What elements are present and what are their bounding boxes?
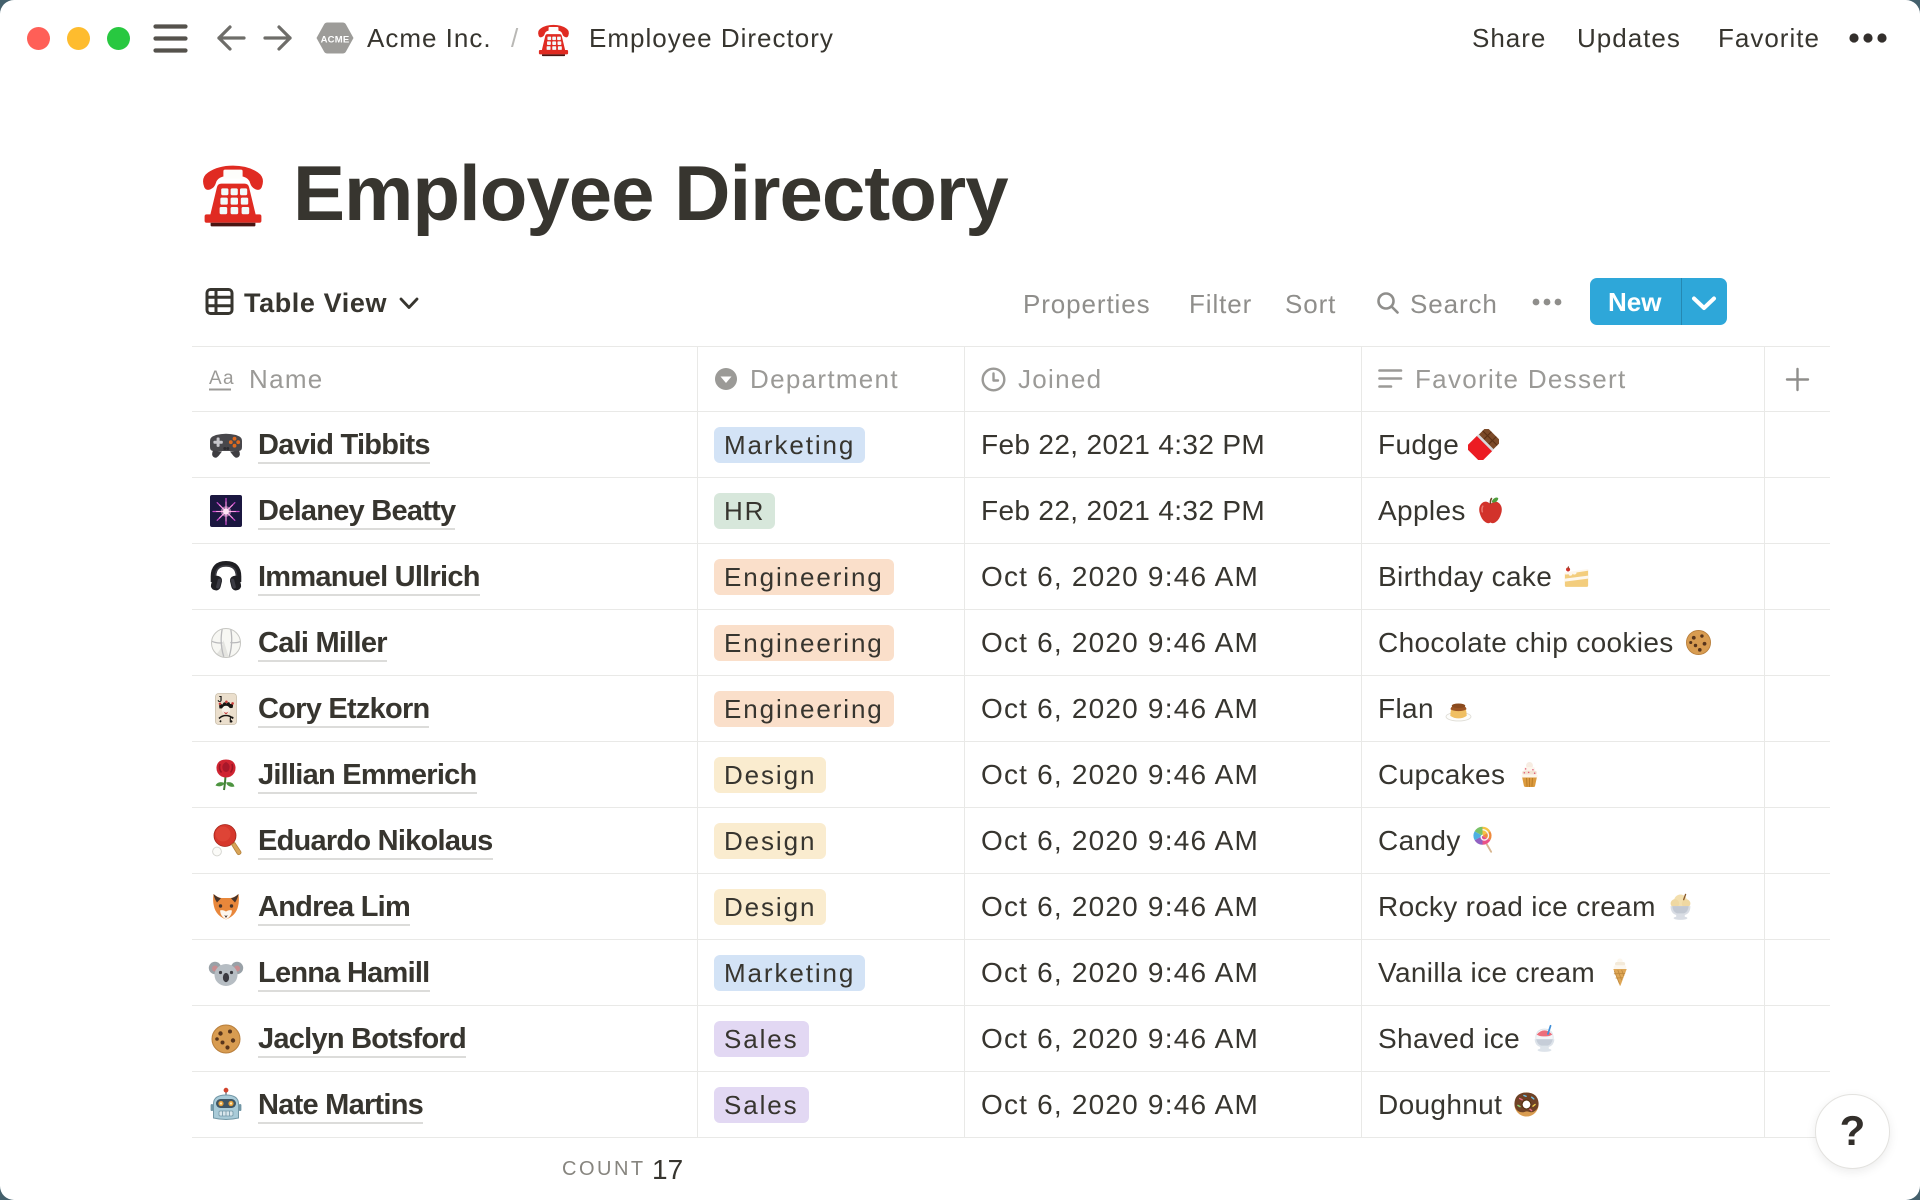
svg-text:Aa: Aa: [209, 368, 235, 389]
svg-text:ACME: ACME: [321, 35, 350, 46]
